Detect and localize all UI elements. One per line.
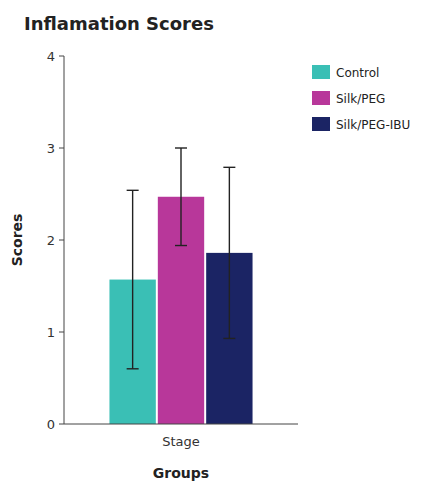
legend-swatch xyxy=(312,65,330,79)
error-cap xyxy=(175,245,187,246)
legend-swatch xyxy=(312,91,330,105)
y-tick xyxy=(59,332,64,333)
chart-container: Inflamation Scores 0 1 2 3 4 Stage Groups Scores… xyxy=(0,0,444,500)
error-line xyxy=(132,190,133,368)
x-axis-label: Groups xyxy=(153,465,209,481)
y-axis-label: Scores xyxy=(9,214,25,267)
y-tick xyxy=(59,240,64,241)
error-line xyxy=(229,167,230,338)
chart-svg: Inflamation Scores 0 1 2 3 4 Stage Groups Scores… xyxy=(0,0,444,500)
y-tick xyxy=(59,148,64,149)
y-tick-label: 4 xyxy=(47,49,55,64)
error-bar xyxy=(223,167,235,338)
legend-label: Control xyxy=(336,66,379,80)
bars xyxy=(109,148,252,424)
error-cap xyxy=(127,190,139,191)
error-bar xyxy=(175,148,187,246)
legend-swatch xyxy=(312,117,330,131)
y-tick-label: 1 xyxy=(47,325,55,340)
y-tick-label: 2 xyxy=(47,233,55,248)
error-bar xyxy=(127,190,139,368)
axes: 0 1 2 3 4 Stage xyxy=(47,49,298,450)
x-axis-line xyxy=(64,424,298,425)
y-tick-label: 3 xyxy=(47,141,55,156)
legend: Control Silk/PEG Silk/PEG-IBU xyxy=(312,65,410,132)
chart-title: Inflamation Scores xyxy=(24,13,214,34)
x-tick-label: Stage xyxy=(162,434,200,449)
y-tick xyxy=(59,424,64,425)
error-cap xyxy=(127,368,139,369)
error-cap xyxy=(223,338,235,339)
y-tick xyxy=(59,56,64,57)
y-tick-label: 0 xyxy=(47,417,55,432)
legend-label: Silk/PEG-IBU xyxy=(336,118,410,132)
error-cap xyxy=(223,167,235,168)
error-line xyxy=(180,148,181,246)
legend-label: Silk/PEG xyxy=(336,92,385,106)
error-cap xyxy=(175,147,187,148)
